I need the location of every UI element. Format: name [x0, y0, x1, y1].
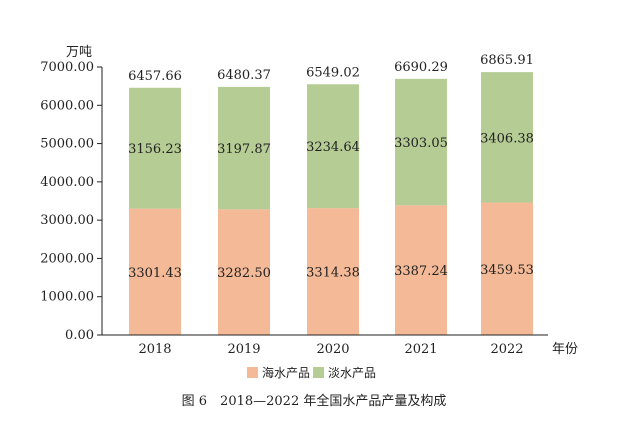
- legend-swatch-sea: [247, 367, 258, 378]
- bar-sea-2019: [218, 209, 270, 335]
- total-label-2022: 6865.91: [480, 53, 534, 68]
- total-label-2020: 6549.02: [306, 65, 360, 80]
- value-label-sea-2018: 3301.43: [128, 266, 182, 281]
- y-axis-ticks: 0.00 1000.00 2000.00 3000.00 4000.00 5000.00 6…: [40, 60, 102, 343]
- value-label-sea-2020: 3314.38: [306, 266, 360, 281]
- y-tick-label: 4000.00: [40, 175, 94, 190]
- bar-sea-2022: [481, 202, 533, 335]
- y-tick-label: 2000.00: [40, 251, 94, 266]
- x-axis-unit-label: 年份: [552, 342, 578, 357]
- x-tick-label: 2018: [138, 342, 171, 357]
- value-label-freshwater-2020: 3234.64: [306, 140, 360, 155]
- value-label-sea-2019: 3282.50: [217, 266, 271, 281]
- bar-freshwater-2019: [218, 86, 270, 210]
- value-label-freshwater-2018: 3156.23: [128, 142, 182, 157]
- value-label-sea-2021: 3387.24: [394, 264, 448, 279]
- bar-freshwater-2018: [129, 87, 181, 209]
- y-tick-label: 3000.00: [40, 213, 94, 228]
- bar-freshwater-2021: [395, 78, 447, 206]
- bar-sea-2020: [307, 208, 359, 335]
- y-tick-label: 1000.00: [40, 290, 94, 305]
- legend-swatch-freshwater: [313, 367, 324, 378]
- bars: [129, 72, 533, 335]
- total-label-2021: 6690.29: [394, 60, 448, 75]
- x-tick-label: 2019: [227, 342, 260, 357]
- bar-freshwater-2022: [481, 72, 533, 203]
- data-labels: 3301.43 3156.23 6457.66 3282.50 3197.87 6480.…: [128, 53, 534, 281]
- legend: 海水产品 淡水产品: [247, 365, 376, 380]
- value-label-freshwater-2021: 3303.05: [394, 136, 448, 151]
- y-tick-label: 5000.00: [40, 137, 94, 152]
- y-axis-unit-label: 万吨: [66, 45, 92, 60]
- x-tick-label: 2022: [490, 342, 523, 357]
- bar-freshwater-2020: [307, 84, 359, 209]
- legend-label-freshwater: 淡水产品: [328, 366, 376, 380]
- y-tick-label: 7000.00: [40, 60, 94, 75]
- value-label-freshwater-2022: 3406.38: [480, 131, 534, 146]
- value-label-freshwater-2019: 3197.87: [217, 142, 271, 157]
- legend-label-sea: 海水产品: [262, 365, 310, 380]
- bar-sea-2018: [129, 208, 181, 335]
- figure-caption: 图 6 2018—2022 年全国水产品产量及构成: [182, 393, 447, 409]
- y-tick-label: 6000.00: [40, 98, 94, 113]
- value-label-sea-2022: 3459.53: [480, 263, 534, 278]
- x-axis-ticks: 2018 2019 2020 2021 2022: [138, 342, 523, 357]
- bar-sea-2021: [395, 205, 447, 335]
- y-tick-label: 0.00: [65, 328, 94, 343]
- total-label-2019: 6480.37: [217, 68, 271, 83]
- total-label-2018: 6457.66: [128, 69, 182, 84]
- x-tick-label: 2021: [404, 342, 437, 357]
- x-tick-label: 2020: [316, 342, 349, 357]
